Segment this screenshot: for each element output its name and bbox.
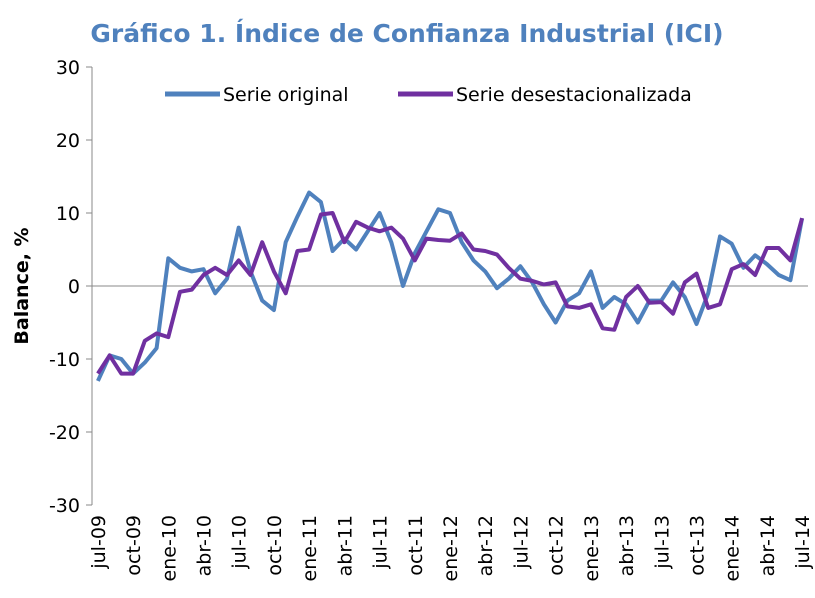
x-tick-label: jul-14 [792,515,814,570]
x-tick-label: jul-09 [88,515,110,570]
x-tick-label: ene-13 [581,515,603,581]
x-tick-label: oct-13 [686,515,708,576]
x-tick-label: abr-14 [757,515,779,576]
y-tick-label: -30 [49,495,80,517]
x-tick-label: abr-12 [475,515,497,576]
x-tick-label: oct-12 [546,515,568,576]
x-tick-label: abr-11 [334,515,356,576]
y-tick-label: 0 [68,276,80,298]
series-line [96,211,805,376]
y-tick-label: 10 [56,203,80,225]
chart-title: Gráfico 1. Índice de Confianza Industria… [90,19,723,48]
x-tick-label: oct-10 [264,515,286,576]
x-tick-label: abr-10 [194,515,216,576]
x-tick-label: ene-14 [722,515,744,581]
x-tick-label: abr-13 [616,515,638,576]
x-tick-label: jul-11 [370,515,392,570]
y-tick-label: 30 [56,57,80,79]
x-tick-label: jul-10 [229,515,251,570]
x-tick-label: jul-12 [510,515,532,570]
legend-label: Serie original [223,84,349,106]
y-axis-label: Balance, % [11,227,33,344]
series-line [96,190,805,382]
x-tick-label: oct-09 [123,515,145,576]
y-tick-label: -20 [49,422,80,444]
x-tick-label: oct-11 [405,515,427,576]
x-tick-label: jul-13 [651,515,673,570]
x-tick-label: ene-12 [440,515,462,581]
x-tick-label: ene-10 [158,515,180,581]
y-tick-label: -10 [49,349,80,371]
x-tick-label: ene-11 [299,515,321,581]
y-tick-label: 20 [56,130,80,152]
legend-label: Serie desestacionalizada [456,84,692,106]
